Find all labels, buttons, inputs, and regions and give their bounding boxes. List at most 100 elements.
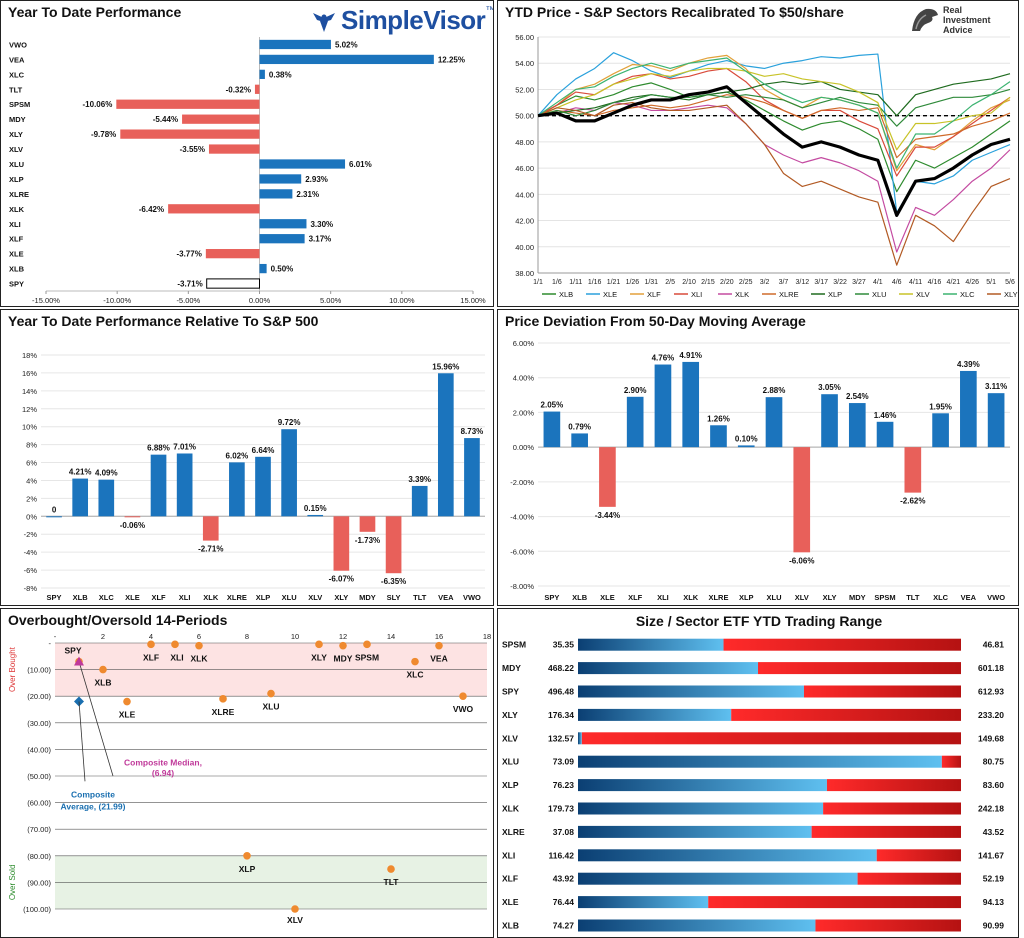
y-tick-label: 54.00 [515,59,534,68]
bar-VWO [259,39,331,50]
category-label: MDY [849,593,866,602]
point-MDY [339,641,347,650]
bar-XLI [654,364,672,448]
ticker-label: SPY [502,687,519,697]
chart-title: Size / Sector ETF YTD Trading Range [635,613,883,629]
bar-XLK [168,204,260,214]
ticker-label: XLY [502,710,518,720]
range-blue-MDY [578,662,759,675]
category-label: TLT [9,85,23,94]
bar-SLY [385,516,402,574]
value-label: -0.06% [120,521,145,530]
category-label: XLU [767,593,782,602]
range-blue-XLB [578,919,816,932]
x-tick-label: -5.00% [176,296,200,305]
x-tick-label: 5/6 [1005,279,1015,286]
value-label: 1.26% [707,414,730,423]
bar-MDY [848,403,866,448]
category-label: XLE [9,250,24,259]
category-label: XLF [9,235,24,244]
x-tick-label: 4/11 [909,279,922,286]
point-XLU [267,689,275,698]
low-value: 76.23 [553,780,575,790]
bar-XLP [259,174,302,184]
y-tick-label: 40.00 [515,243,534,252]
value-label: 6.01% [349,160,372,169]
chart-title: Overbought/Oversold 14-Periods [8,612,228,628]
bar-XLY [120,129,260,139]
ria-wordmark: Real Investment Advice [943,5,991,35]
x-tick-label: 1/1 [533,279,543,286]
category-label: XLRE [9,190,29,199]
low-value: 179.73 [548,804,574,814]
point-label: TLT [384,877,400,887]
x-tick-label: 1/16 [588,279,602,286]
bar-XLI [176,453,193,517]
point-label: MDY [334,654,353,664]
point-label: XLU [263,702,280,712]
point-SPSM [363,640,371,649]
overbought-label: Over Bought [8,646,17,692]
value-label: -1.73% [355,536,380,545]
legend-label: XLC [960,290,975,299]
y-tick-label: 8% [26,441,37,450]
x-tick-label: 1/6 [552,279,562,286]
ticker-label: XLB [502,921,519,931]
point-VEA [435,641,443,650]
range-red-XLF [857,872,961,885]
x-tick-label: 3/27 [852,279,866,286]
category-label: SPY [9,280,24,289]
category-label: XLK [9,205,25,214]
bar-MDY [359,516,376,532]
category-label: XLK [683,593,699,602]
x-tick-label: 16 [435,632,443,641]
series-line-XLE [537,52,1011,214]
point-label: VEA [430,654,447,664]
bar-SPY [46,516,62,518]
chart-title: YTD Price - S&P Sectors Recalibrated To … [505,4,844,20]
x-tick-label: 2 [101,632,105,641]
bar-XLC [98,479,115,517]
bar-XLF [626,396,644,448]
range-blue-XLY [578,708,732,721]
category-label: SPY [47,593,62,602]
category-label: XLY [823,593,837,602]
point-label: XLP [239,864,256,874]
ria-logo: Real Investment Advice [908,5,991,35]
value-label: 12.25% [438,55,465,64]
y-tick-label: 0.00% [513,443,535,452]
category-label: XLY [334,593,348,602]
y-tick-label: -2% [24,530,38,539]
ytd-performance-chart: -15.00% -10.00% -5.00% 0.00% 5.00% 10.00% 15.0… [9,37,486,305]
high-value: 46.81 [983,640,1005,650]
category-label: XLY [9,130,23,139]
legend-label: XLF [647,290,661,299]
point-XLRE [219,695,227,703]
bar-XLV [208,144,260,154]
bar-TLT [411,485,428,517]
x-tick-label: 2/25 [739,279,753,286]
point-XLV [291,905,299,913]
x-tick-label: 5.00% [320,296,342,305]
x-tick-label: 3/12 [796,279,810,286]
category-label: XLE [600,593,615,602]
value-label: 2.54% [846,392,869,401]
series-line-XLB [537,82,1011,193]
point-label: XLE [119,710,136,720]
y-tick-label: (40.00) [27,745,51,754]
value-label: 5.02% [335,40,358,49]
trading-range-chart: SPSM 35.35 46.81 MDY 468.22 601.18 SPY 496.48 61… [502,638,1005,932]
point-label: SPY [64,646,81,656]
category-label: XLRE [227,593,247,602]
x-tick-label: -10.00% [103,296,131,305]
bar-XLK [202,516,219,541]
range-red-XLP [826,779,961,792]
bar-XLRE [229,462,245,517]
y-tick-label: (20.00) [27,692,51,701]
point-XLY [315,640,323,649]
value-label: -3.55% [180,145,205,154]
eagle-icon [313,12,335,32]
y-tick-label: 4% [26,476,37,485]
bar-VWO [987,393,1005,448]
point-XLE [123,697,131,706]
